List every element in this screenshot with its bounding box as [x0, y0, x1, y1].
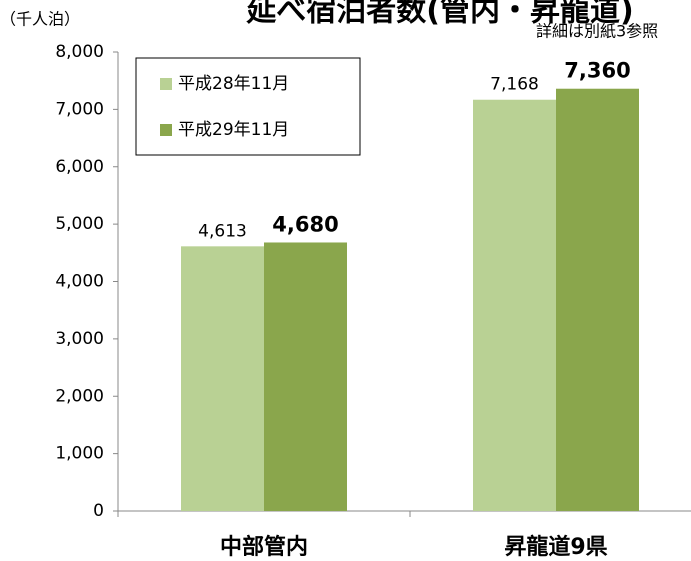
y-tick-label: 6,000: [55, 157, 104, 177]
y-tick-label: 0: [93, 501, 104, 521]
y-axis-label: （千人泊）: [0, 10, 80, 29]
data-label: 4,613: [198, 221, 247, 241]
data-label: 7,168: [490, 75, 539, 95]
y-tick-label: 3,000: [55, 329, 104, 349]
bar: [473, 99, 556, 512]
chart-title: 延べ宿泊者数(管内・昇龍道): [245, 0, 633, 29]
bar: [556, 88, 639, 511]
legend-swatch: [160, 124, 172, 136]
data-label: 7,360: [564, 59, 630, 83]
y-tick-label: 1,000: [55, 444, 104, 464]
y-tick-label: 2,000: [55, 386, 104, 406]
legend-label: 平成28年11月: [178, 74, 289, 94]
legend-label: 平成29年11月: [178, 120, 289, 140]
legend-swatch: [160, 78, 172, 90]
y-tick-label: 4,000: [55, 272, 104, 292]
legend-box: [135, 57, 361, 156]
note: 詳細は別紙3参照: [536, 22, 658, 41]
x-tick-label: 昇龍道9県: [504, 534, 607, 560]
bar: [264, 242, 347, 512]
data-label: 4,680: [272, 212, 338, 236]
y-tick-label: 7,000: [55, 99, 104, 119]
x-tick-label: 中部管内: [220, 534, 308, 560]
y-tick-label: 5,000: [55, 214, 104, 234]
bar: [181, 246, 264, 511]
y-tick-label: 8,000: [55, 42, 104, 62]
